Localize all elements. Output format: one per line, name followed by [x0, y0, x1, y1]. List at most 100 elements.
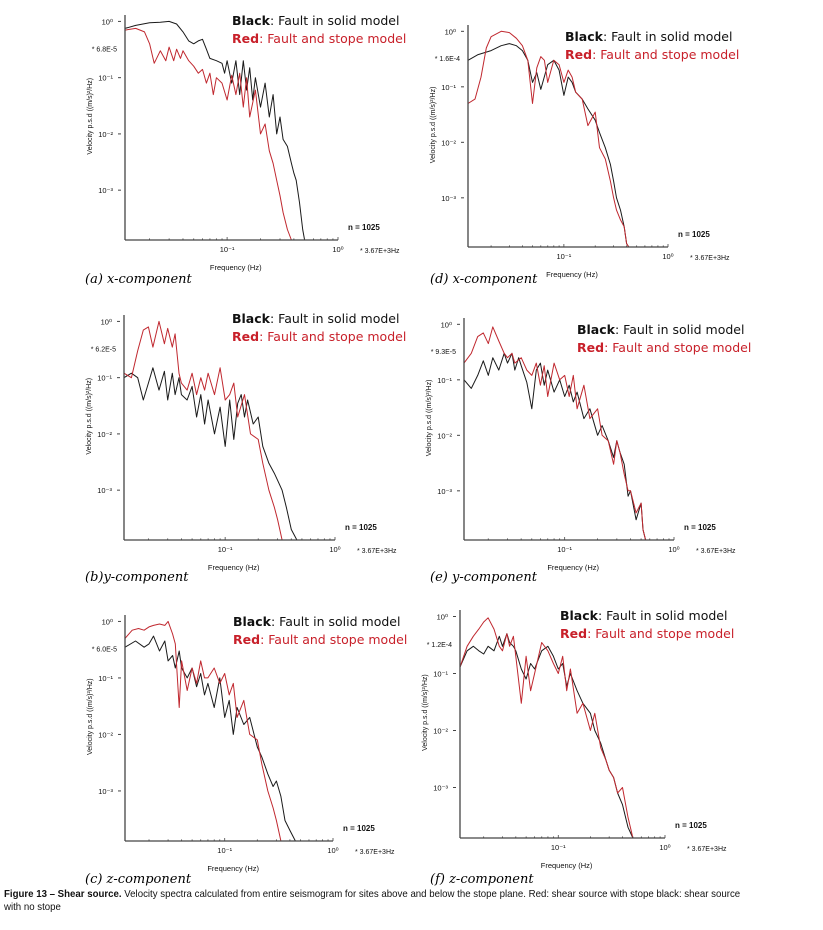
legend-black-text: : Fault in solid model: [614, 322, 745, 337]
n-label: n = 1025: [684, 523, 716, 532]
legend-red-entry: Red: Fault and stope model: [232, 328, 406, 346]
chart-d: 10⁻¹ 10⁰ 10⁰ 10⁻¹ 10⁻² 10⁻³ * 1.6E-4 * 3.67E+3H…: [430, 25, 730, 279]
x-tick-label: 10⁰: [332, 245, 343, 254]
y-tick-label: 10⁻²: [97, 430, 112, 439]
legend-red-entry: Red: Fault and stope model: [565, 46, 739, 64]
x-tick-label: 10⁻¹: [556, 252, 571, 261]
y-tick-label: 10⁰: [102, 617, 113, 626]
figure-caption-text: Velocity spectra calculated from entire …: [4, 888, 741, 913]
legend-black-key: Black: [577, 322, 615, 337]
panel-d: 10⁻¹ 10⁰ 10⁰ 10⁻¹ 10⁻² 10⁻³ * 1.6E-4 * 3.67E+3H…: [410, 0, 810, 290]
x-tick-label: 10⁰: [668, 545, 679, 554]
legend-red-text: : Fault and stope model: [587, 626, 735, 641]
y-tick-label: 10⁰: [437, 612, 448, 621]
legend-black-text: : Fault in solid model: [269, 311, 400, 326]
legend-black-text: : Fault in solid model: [269, 13, 400, 28]
x-tick-label: 10⁻¹: [557, 545, 572, 554]
x-tick-label: 10⁻¹: [217, 846, 232, 855]
y-tick-label: 10⁻³: [97, 486, 112, 495]
y-tick-label: 10⁻³: [98, 787, 113, 796]
y-tick-label: 10⁻¹: [98, 74, 113, 83]
x-tick-label: 10⁻¹: [220, 245, 235, 254]
panel-b: 10⁻¹ 10⁰ 10⁰ 10⁻¹ 10⁻² 10⁻³ * 6.2E-5 * 3.67E+3H…: [0, 300, 406, 590]
legend-black-entry: Black: Fault in solid model: [233, 613, 407, 631]
series-line-black: [124, 635, 333, 842]
y-tick-label: 10⁻³: [441, 194, 456, 203]
legend-red-entry: Red: Fault and stope model: [577, 339, 751, 357]
y-axis-label: Velocity p.s.d ((m/s)²/Hz): [426, 380, 433, 457]
x-axis-label: Frequency (Hz): [207, 864, 259, 873]
series-line-red: [463, 326, 674, 541]
n-label: n = 1025: [675, 821, 707, 830]
y-axis-label: Velocity p.s.d ((m/s)²/Hz): [430, 87, 437, 164]
y-scale-note: * 6.8E-5: [92, 46, 117, 53]
chart-e: 10⁻¹ 10⁰ 10⁰ 10⁻¹ 10⁻² 10⁻³ * 9.3E-5 * 3.67E+3H…: [426, 318, 736, 572]
y-tick-label: 10⁻¹: [441, 83, 456, 92]
series-line-black: [467, 43, 668, 248]
series-line-black: [459, 633, 665, 839]
legend-red-entry: Red: Fault and stope model: [232, 30, 406, 48]
legend-red-key: Red: [232, 31, 260, 46]
y-axis-label: Velocity p.s.d ((m/s)²/Hz): [422, 674, 429, 751]
legend-black-entry: Black: Fault in solid model: [560, 607, 734, 625]
x-tick-label: 10⁰: [329, 545, 340, 554]
legend-black-text: : Fault in solid model: [597, 608, 728, 623]
y-tick-label: 10⁻²: [98, 130, 113, 139]
legend-red-text: : Fault and stope model: [259, 329, 407, 344]
subcaption-e: (e) y-component: [430, 570, 537, 585]
legend-black-key: Black: [232, 13, 270, 28]
x-axis-label: Frequency (Hz): [208, 563, 260, 572]
x-tick-label: 10⁻¹: [218, 545, 233, 554]
y-scale-note: * 6.2E-5: [91, 346, 116, 353]
y-scale-note: * 1.2E-4: [427, 642, 452, 649]
legend-e: Black: Fault in solid model Red: Fault a…: [577, 321, 751, 357]
chart-a: 10⁻¹ 10⁰ 10⁰ 10⁻¹ 10⁻² 10⁻³ * 6.8E-5 * 3.67E+3H…: [87, 15, 400, 272]
y-tick-label: 10⁻²: [441, 138, 456, 147]
y-tick-label: 10⁻³: [98, 186, 113, 195]
legend-red-key: Red: [565, 47, 593, 62]
x-scale-note: * 3.67E+3Hz: [687, 846, 727, 853]
series-line-red: [459, 617, 665, 839]
subcaption-c: (c) z-component: [85, 872, 192, 887]
x-tick-label: 10⁰: [327, 846, 338, 855]
series-line-red: [123, 320, 335, 541]
legend-black-entry: Black: Fault in solid model: [565, 28, 739, 46]
legend-black-entry: Black: Fault in solid model: [232, 310, 406, 328]
panel-c: 10⁻¹ 10⁰ 10⁰ 10⁻¹ 10⁻² 10⁻³ * 6.0E-5 * 3.67E+3H…: [0, 595, 407, 887]
y-scale-note: * 6.0E-5: [92, 647, 117, 654]
subcaption-b: (b)y-component: [85, 570, 189, 585]
legend-red-entry: Red: Fault and stope model: [560, 625, 734, 643]
y-tick-label: 10⁰: [441, 320, 452, 329]
x-scale-note: * 3.67E+3Hz: [360, 248, 400, 255]
y-axis-label: Velocity p.s.d ((m/s)²/Hz): [86, 378, 93, 455]
legend-red-key: Red: [233, 632, 261, 647]
chart-c: 10⁻¹ 10⁰ 10⁰ 10⁻¹ 10⁻² 10⁻³ * 6.0E-5 * 3.67E+3H…: [87, 615, 395, 873]
x-tick-label: 10⁰: [662, 252, 673, 261]
x-scale-note: * 3.67E+3Hz: [357, 548, 397, 555]
legend-black-key: Black: [233, 614, 271, 629]
x-tick-label: 10⁻¹: [551, 843, 566, 852]
panel-a: 10⁻¹ 10⁰ 10⁰ 10⁻¹ 10⁻² 10⁻³ * 6.8E-5 * 3.67E+3H…: [0, 0, 406, 290]
legend-black-key: Black: [232, 311, 270, 326]
legend-b: Black: Fault in solid model Red: Fault a…: [232, 310, 406, 346]
legend-black-text: : Fault in solid model: [602, 29, 733, 44]
panel-e: 10⁻¹ 10⁰ 10⁰ 10⁻¹ 10⁻² 10⁻³ * 9.3E-5 * 3.67E+3H…: [410, 300, 810, 590]
legend-d: Black: Fault in solid model Red: Fault a…: [565, 28, 739, 64]
legend-black-entry: Black: Fault in solid model: [232, 12, 406, 30]
x-axis-label: Frequency (Hz): [546, 270, 598, 279]
series-line-red: [124, 27, 338, 241]
legend-black-key: Black: [560, 608, 598, 623]
n-label: n = 1025: [678, 230, 710, 239]
x-axis-label: Frequency (Hz): [210, 263, 262, 272]
legend-black-text: : Fault in solid model: [270, 614, 401, 629]
y-tick-label: 10⁻²: [433, 726, 448, 735]
n-label: n = 1025: [343, 824, 375, 833]
y-tick-label: 10⁰: [445, 27, 456, 36]
y-tick-label: 10⁰: [102, 17, 113, 26]
panel-f: 10⁻¹ 10⁰ 10⁰ 10⁻¹ 10⁻² 10⁻³ * 1.2E-4 * 3.67E+3H…: [410, 595, 810, 887]
series-line-red: [467, 30, 668, 248]
legend-black-key: Black: [565, 29, 603, 44]
legend-f: Black: Fault in solid model Red: Fault a…: [560, 607, 734, 643]
y-tick-label: 10⁻³: [433, 783, 448, 792]
chart-b: 10⁻¹ 10⁰ 10⁰ 10⁻¹ 10⁻² 10⁻³ * 6.2E-5 * 3.67E+3H…: [86, 315, 397, 572]
